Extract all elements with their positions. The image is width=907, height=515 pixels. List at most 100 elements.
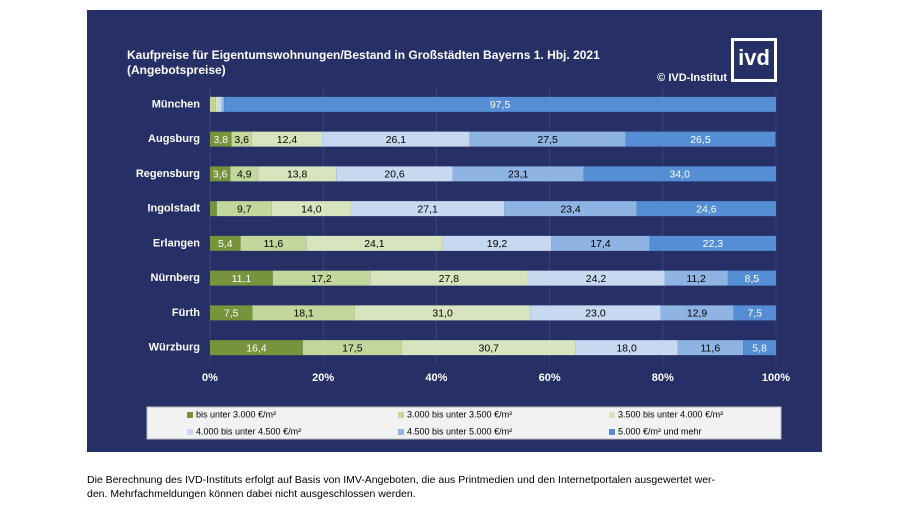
data-label: 26,5: [690, 134, 711, 146]
data-label: 7,5: [747, 308, 762, 320]
bar-segment: [583, 166, 776, 182]
bar-segment: [733, 305, 776, 321]
y-tick-label: Ingolstadt: [147, 203, 200, 215]
bar-segment: [504, 201, 637, 217]
data-label: 24,6: [696, 203, 717, 215]
legend-swatch: [398, 429, 404, 435]
data-label: 17,4: [590, 238, 611, 250]
data-label: 3,6: [234, 134, 249, 146]
bar-segment: [727, 270, 776, 286]
legend-label: 5.000 €/m² und mehr: [618, 426, 702, 436]
data-label: 14,0: [301, 203, 322, 215]
data-label: 12,4: [277, 134, 298, 146]
legend-label: 4.500 bis unter 5.000 €/m²: [407, 426, 512, 436]
data-label: 23,0: [585, 308, 606, 320]
x-tick-label: 80%: [652, 372, 674, 384]
legend-swatch: [187, 412, 193, 418]
data-label: 30,7: [479, 342, 500, 354]
bar-segment: [210, 201, 217, 217]
legend-swatch: [609, 429, 615, 435]
data-label: 26,1: [386, 134, 407, 146]
data-label: 97,5: [490, 99, 511, 111]
data-label: 17,2: [311, 273, 332, 285]
bar-segment: [664, 270, 728, 286]
y-tick-label: Erlangen: [153, 237, 200, 249]
bar-segment: [231, 131, 252, 147]
logo-inner: [734, 41, 774, 79]
legend-label: 3.500 bis unter 4.000 €/m²: [618, 409, 723, 419]
data-label: 18,1: [293, 308, 314, 320]
data-label: 19,2: [487, 238, 508, 250]
legend-box: [146, 406, 782, 440]
data-label: 5,8: [752, 342, 767, 354]
data-label: 24,2: [586, 273, 607, 285]
bar-segment: [221, 96, 225, 112]
data-label: 23,4: [560, 203, 581, 215]
bar-segment: [551, 235, 650, 251]
legend-label: bis unter 3.000 €/m²: [196, 409, 276, 419]
legend-swatch: [609, 412, 615, 418]
y-tick-label: Würzburg: [149, 342, 200, 354]
data-label: 11,2: [686, 273, 706, 285]
data-label: 12,9: [687, 308, 708, 320]
data-label: 4,9: [237, 169, 252, 181]
data-label: 16,4: [246, 342, 267, 354]
bar-segment: [442, 235, 552, 251]
bar-segment: [575, 340, 678, 356]
bar-segment: [258, 166, 337, 182]
bar-segment: [370, 270, 528, 286]
data-label: 11,6: [701, 342, 721, 354]
bar-segment: [452, 166, 584, 182]
data-label: 34,0: [670, 169, 691, 181]
y-tick-label: Regensburg: [136, 168, 200, 180]
footnote-line: Die Berechnung des IVD-Instituts erfolgt…: [87, 474, 716, 486]
x-tick-label: 20%: [312, 372, 334, 384]
bar-segment: [271, 201, 351, 217]
data-label: 24,1: [364, 238, 385, 250]
bar-segment: [354, 305, 531, 321]
data-label: 8,5: [745, 273, 760, 285]
x-tick-label: 60%: [539, 372, 561, 384]
bar-segment: [210, 305, 253, 321]
bar-segment: [272, 270, 371, 286]
bar-segment: [210, 270, 273, 286]
data-label: 11,6: [264, 238, 284, 250]
y-tick-label: Fürth: [172, 307, 200, 319]
chart-title: Kaufpreise für Eigentumswohnungen/Bestan…: [127, 48, 600, 62]
bar-segment: [743, 340, 776, 356]
bar-segment: [306, 235, 443, 251]
bar-segment: [210, 131, 232, 147]
bar-segment: [350, 201, 505, 217]
bar-segment: [660, 305, 734, 321]
footnote: Die Berechnung des IVD-Instituts erfolgt…: [87, 473, 827, 501]
y-tick-label: Augsburg: [148, 133, 200, 145]
bar-segment: [302, 340, 402, 356]
bar-segment: [401, 340, 576, 356]
y-tick-label: Nürnberg: [151, 272, 201, 284]
bar-segment: [216, 201, 272, 217]
bar-segment: [636, 201, 776, 217]
x-tick-label: 40%: [425, 372, 447, 384]
data-label: 20,6: [384, 169, 405, 181]
bar-segment: [210, 166, 231, 182]
data-label: 27,8: [439, 273, 460, 285]
bar-segment: [240, 235, 307, 251]
data-label: 3,8: [213, 134, 228, 146]
bar-segment: [677, 340, 744, 356]
legend-label: 3.000 bis unter 3.500 €/m²: [407, 409, 512, 419]
bar-segment: [210, 235, 241, 251]
data-label: 18,0: [616, 342, 637, 354]
bar-segment: [336, 166, 453, 182]
bar-segment: [625, 131, 776, 147]
legend-swatch: [187, 429, 193, 435]
source: © IVD-Institut: [657, 72, 727, 84]
x-tick-label: 0%: [202, 372, 218, 384]
chart-subtitle: (Angebotspreise): [127, 63, 226, 77]
bar-segment: [469, 131, 626, 147]
data-label: 11,1: [232, 273, 252, 285]
bar-segment: [210, 340, 303, 356]
data-label: 23,1: [508, 169, 529, 181]
data-label: 27,5: [537, 134, 558, 146]
x-tick-label: 100%: [762, 372, 790, 384]
